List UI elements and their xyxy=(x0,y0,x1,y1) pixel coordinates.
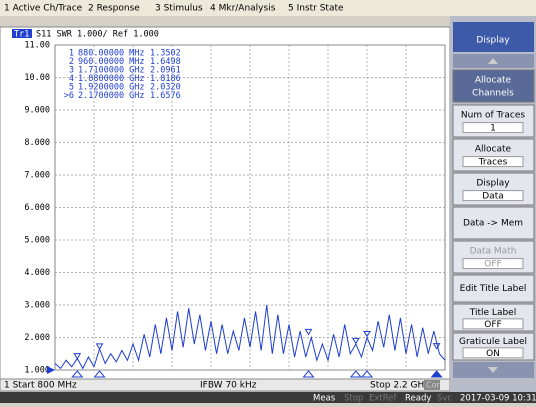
softkey-value-box xyxy=(462,347,524,359)
marker-value: 1.3502 xyxy=(150,49,181,59)
softkey[interactable] xyxy=(452,274,535,303)
softkey-value: 1 xyxy=(490,124,496,134)
down-arrow xyxy=(488,367,498,373)
softkey-label: Allocate xyxy=(475,145,512,155)
status-item: ExtRef xyxy=(369,394,397,404)
y-tick-label: 3.000 xyxy=(24,301,50,311)
y-tick-label: 6.000 xyxy=(24,203,50,213)
marker-label: 3 xyxy=(69,66,74,76)
status-item: 2017-03-09 10:31 xyxy=(460,394,536,404)
marker-foot xyxy=(360,370,374,378)
trace xyxy=(54,304,446,370)
menu-item[interactable]: 2 Response xyxy=(88,4,140,14)
status-item: Stop xyxy=(344,394,363,404)
softkey[interactable] xyxy=(452,69,535,103)
marker-label: 2 xyxy=(69,57,74,67)
softkey-value: Traces xyxy=(478,158,508,168)
y-tick-label: 4.000 xyxy=(24,268,50,278)
marker-value: 1.8186 xyxy=(150,74,181,84)
softkey-label: Edit Title Label xyxy=(460,284,527,294)
marker-value: 2.0961 xyxy=(150,66,181,76)
menu-item[interactable]: 5 Instr State xyxy=(288,4,344,14)
softkey-title-bg xyxy=(453,22,534,52)
marker xyxy=(351,337,360,345)
marker-freq: 2.1700000 GHz xyxy=(78,91,145,101)
marker-foot xyxy=(71,370,84,378)
marker-freq: 1.9200000 GHz xyxy=(78,83,145,93)
cor: Cor xyxy=(426,381,440,390)
softkey-value-box xyxy=(462,318,524,330)
menu-item[interactable]: 1 Active Ch/Trace xyxy=(4,4,83,14)
y-tick-label: 2.000 xyxy=(24,333,50,343)
softkey-label: Data Math xyxy=(470,247,517,257)
menu-item[interactable]: 4 Mkr/Analysis xyxy=(210,4,276,14)
y-tick-label: 1.000 xyxy=(24,366,50,376)
softkey-label: Num of Traces xyxy=(461,111,525,121)
softkey-label: Title Label xyxy=(469,308,516,318)
marker-label: >6 xyxy=(64,91,74,101)
marker xyxy=(95,343,104,350)
cor-bg xyxy=(424,380,440,390)
plot-window xyxy=(0,26,451,380)
menu-bar xyxy=(0,0,536,16)
marker xyxy=(304,328,313,336)
marker-foot xyxy=(430,370,443,378)
menu-item[interactable]: 3 Stimulus xyxy=(155,4,203,14)
marker-freq: 1.7100000 GHz xyxy=(78,66,145,76)
softkey-title: Display xyxy=(476,36,510,46)
marker-freq: 1.8800000 GHz xyxy=(78,74,145,84)
marker-label: 4 xyxy=(69,74,74,84)
softkey-value: OFF xyxy=(484,260,501,270)
marker xyxy=(432,343,441,350)
marker-foot xyxy=(302,370,315,378)
y-tick-label: 9.000 xyxy=(24,106,50,116)
ifbw: IFBW 70 kHz xyxy=(200,381,257,391)
y-tick-label: 7.000 xyxy=(24,171,50,181)
softkey-value-box xyxy=(462,190,524,202)
marker-label: 5 xyxy=(69,83,74,93)
softkey-value: ON xyxy=(486,349,500,359)
bottom-bar xyxy=(0,392,536,403)
start: 1 Start 800 MHz xyxy=(4,381,77,391)
marker xyxy=(73,353,82,360)
softkey-value: Channels xyxy=(472,89,514,99)
marker-foot xyxy=(93,370,106,378)
softkey-value: OFF xyxy=(484,320,501,330)
stop: Stop 2.2 GHz xyxy=(370,381,429,391)
marker-label: 1 xyxy=(69,49,74,59)
y-tick-label: 11.00 xyxy=(24,41,50,51)
softkey-value-box xyxy=(462,156,524,168)
trace-tag-bg xyxy=(12,29,32,38)
softkey-label: Allocate xyxy=(475,76,512,86)
marker xyxy=(363,330,371,338)
y-tick-label: 5.000 xyxy=(24,236,50,246)
softkey-label: Data -> Mem xyxy=(463,219,523,229)
y-tick-label: 10.00 xyxy=(24,73,50,83)
softkey[interactable] xyxy=(452,206,535,240)
status-item: Ready xyxy=(405,394,431,404)
up-arrow xyxy=(488,58,498,64)
y-tick-label: 8.000 xyxy=(24,138,50,148)
softkey-label: Graticule Label xyxy=(459,337,527,347)
marker-value: 1.6498 xyxy=(150,57,181,67)
trace-tag: Tr1 xyxy=(14,30,29,40)
marker-value: 2.0320 xyxy=(150,83,181,93)
marker-foot xyxy=(349,370,362,378)
marker-value: 1.6576 xyxy=(150,91,181,101)
status-item: Svc xyxy=(437,394,452,404)
marker-freq: 880.00000 MHz xyxy=(78,49,145,59)
ref-arrow xyxy=(47,366,55,374)
status-item: Meas xyxy=(313,394,336,404)
softkey-value-box xyxy=(462,258,524,270)
trace-header: S11 SWR 1.000/ Ref 1.000 xyxy=(36,30,159,40)
marker-freq: 960.00000 MHz xyxy=(78,57,145,67)
softkey-label: Display xyxy=(476,179,510,189)
softkey-value: Data xyxy=(482,192,504,202)
softkey-value-box xyxy=(462,122,524,134)
